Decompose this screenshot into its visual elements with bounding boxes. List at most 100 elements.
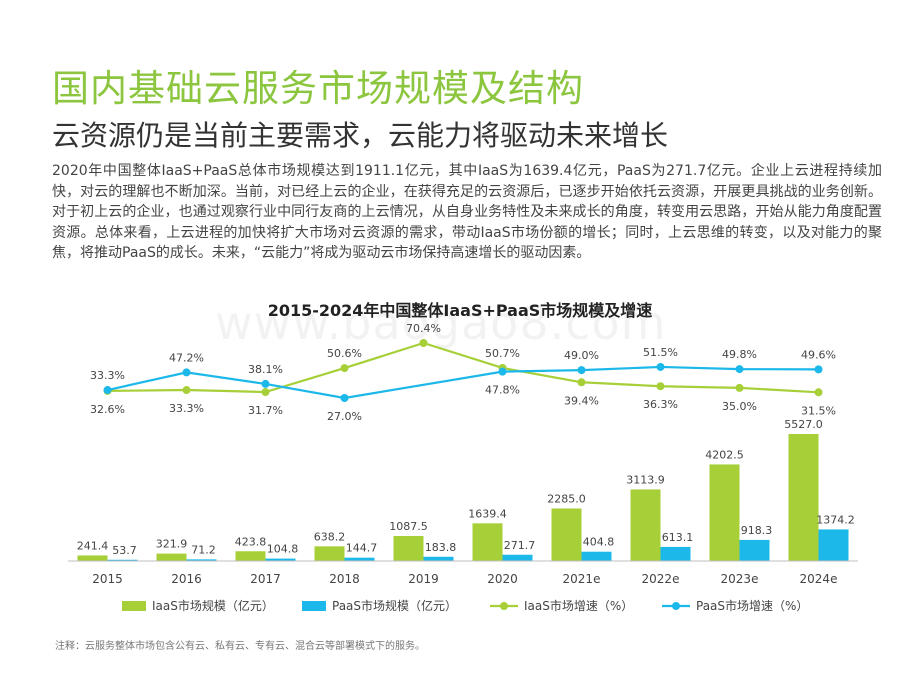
paas-bar [581,551,612,561]
page-title: 国内基础云服务市场规模及结构 [52,67,584,110]
summary-paragraph: 2020年中国整体IaaS+PaaS总体市场规模达到1911.1亿元，其中Iaa… [52,163,882,261]
paas-growth-point [182,368,191,377]
page-subtitle: 云资源仍是当前主要需求，云能力将驱动未来增长 [52,119,669,152]
x-tick-label: 2019 [408,572,439,586]
paas-growth-label: 33.3% [90,369,125,382]
paas-bar-label: 53.7 [112,544,137,557]
paas-growth-label: 47.8% [485,384,520,397]
iaas-growth-label: 50.7% [485,347,520,360]
paas-growth-label: 47.2% [169,351,204,364]
legend-iaas-growth-label: IaaS市场增速（%） [524,598,633,613]
iaas-growth-point [735,383,744,392]
iaas-bar [314,546,345,561]
iaas-growth-label: 39.4% [564,394,599,407]
legend-iaas-label: IaaS市场规模（亿元） [152,598,274,613]
paas-bar-label: 183.8 [425,541,457,554]
paas-growth-point [656,362,665,371]
x-tick-label: 2022e [642,572,680,586]
paas-growth-point [261,379,270,388]
iaas-growth-point [419,339,428,347]
iaas-growth-label: 36.3% [643,398,678,411]
iaas-bar-label: 1639.4 [468,507,507,520]
paas-growth-point [498,367,507,376]
paas-bar [265,558,296,561]
iaas-bar-label: 3113.9 [626,473,665,486]
x-tick-label: 2018 [329,572,360,586]
iaas-bar-label: 1087.5 [389,520,428,533]
legend-iaas-growth-marker [500,602,508,610]
paas-growth-point [735,365,744,374]
paas-bar [739,539,770,561]
iaas-growth-point [261,388,270,397]
iaas-bar-label: 5527.0 [784,418,823,431]
iaas-growth-label: 70.4% [406,322,441,335]
paas-growth-point [814,365,823,374]
iaas-growth-label: 31.7% [248,404,283,417]
paas-bar-label: 104.8 [267,543,299,556]
x-tick-label: 2023e [721,572,759,586]
legend-paas-swatch [302,601,326,611]
iaas-bar [235,551,266,561]
paas-bar [344,557,375,561]
iaas-growth-line [107,341,819,394]
paas-bar [107,559,138,561]
paas-growth-label: 51.5% [643,346,678,359]
legend-paas-growth-label: PaaS市场增速（%） [696,598,808,613]
iaas-growth-label: 50.6% [327,347,362,360]
paas-growth-point [577,366,586,375]
x-tick-label: 2021e [563,572,601,586]
x-tick-label: 2015 [92,572,123,586]
iaas-bar [788,434,819,561]
legend-paas-growth-marker [672,602,680,610]
x-tick-label: 2024e [800,572,838,586]
paas-growth-line [107,365,819,400]
iaas-growth-point [656,382,665,391]
paas-bar-label: 918.3 [741,524,773,537]
paas-bar [423,556,454,561]
paas-bar [660,546,691,561]
iaas-growth-point [577,378,586,387]
iaas-growth-label: 35.0% [722,400,757,413]
iaas-bar [77,555,108,561]
x-tick-label: 2017 [250,572,281,586]
footnote: 注释：云服务整体市场包含公有云、私有云、专有云、混合云等部署模式下的服务。 [55,641,425,652]
iaas-growth-point [340,364,349,373]
legend-paas-label: PaaS市场规模（亿元） [332,598,457,613]
paas-growth-point [103,386,112,395]
paas-bar-label: 1374.2 [816,513,855,526]
paas-growth-label: 49.8% [722,348,757,361]
x-tick-label: 2020 [487,572,518,586]
x-tick-label: 2016 [171,572,202,586]
paas-growth-point [340,394,349,402]
paas-growth-label: 49.6% [801,348,836,361]
iaas-bar-label: 241.4 [77,539,109,552]
iaas-growth-label: 33.3% [169,402,204,415]
paas-bar [186,559,217,561]
paas-bar [502,554,533,561]
paas-bar [818,529,849,561]
paas-bar-label: 613.1 [662,531,694,544]
iaas-bar [630,489,661,561]
paas-growth-label: 27.0% [327,410,362,423]
iaas-bar [156,553,187,561]
iaas-bar [709,464,740,561]
paas-growth-label: 49.0% [564,349,599,362]
iaas-growth-label: 31.5% [801,404,836,417]
paas-bar-label: 404.8 [583,536,615,549]
iaas-bar-label: 423.8 [235,535,267,548]
paas-bar-label: 271.7 [504,539,536,552]
iaas-bar-label: 2285.0 [547,492,586,505]
iaas-bar [551,508,582,561]
iaas-bar-label: 4202.5 [705,448,744,461]
iaas-bar-label: 321.9 [156,538,188,551]
legend-iaas-swatch [122,601,146,611]
iaas-growth-label: 32.6% [90,403,125,416]
iaas-growth-point [182,386,191,395]
iaas-bar [472,523,503,561]
iaas-bar-label: 638.2 [314,530,346,543]
iaas-bar [393,536,424,561]
chart-title: 2015-2024年中国整体IaaS+PaaS市场规模及增速 [267,301,653,320]
iaas-growth-point [814,388,823,397]
paas-bar-label: 71.2 [191,543,216,556]
